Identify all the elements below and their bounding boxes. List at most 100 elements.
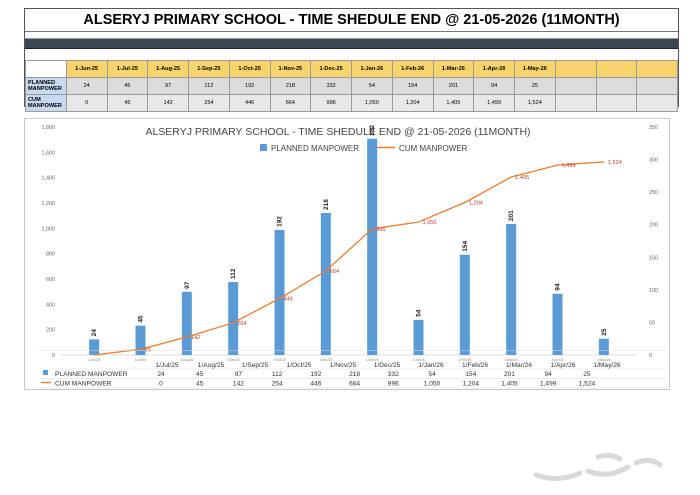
bar-planned [274,229,285,355]
data-table-header: 1/Jul/25 [155,362,178,369]
data-table-cell: 192 [310,371,321,378]
chart-area: ALSERYJ PRIMARY SCHOOL - TIME SHEDULE EN… [24,118,670,390]
x-axis-tick: 1/Jan/26 [412,358,424,362]
bar-data-label: 94 [555,283,562,291]
left-axis-tick: 800 [46,252,55,258]
table-cell: 1,524 [514,94,556,112]
bar-planned [367,138,378,355]
bar-planned [320,212,331,355]
table-cell-empty [554,77,597,95]
table-cell: 201 [432,77,475,95]
combo-chart: ALSERYJ PRIMARY SCHOOL - TIME SHEDULE EN… [39,124,667,389]
data-table-cell: 664 [349,381,360,388]
left-axis-tick: 1,800 [42,125,56,131]
data-table-header: 1/Sep/25 [242,362,269,369]
data-table-cell: 1,499 [540,381,557,388]
table-cell: 1,499 [473,94,515,112]
table-header-cell: 1-Jun-25 [65,60,108,78]
bar-data-label: 54 [416,309,423,317]
chart-title: ALSERYJ PRIMARY SCHOOL - TIME SHEDULE EN… [145,126,530,138]
line-data-label: 1,524 [608,160,622,166]
table-cell: 154 [391,77,434,95]
x-axis-tick: 1/Sep/25 [227,358,240,362]
left-axis-tick: 0 [52,353,55,359]
left-axis-tick: 600 [46,277,55,283]
table-row: CUM MANPOWER 0 45 142 254 446 664 996 1,050 1,204… [25,94,678,112]
line-data-label: 1,204 [469,200,483,206]
data-table-header: 1/Nov/25 [330,362,357,369]
table-cell-empty [595,94,638,112]
row-label: PLANNED MANPOWER [25,77,67,95]
table-cell-empty [595,77,638,95]
data-table-cell: 112 [272,371,283,378]
bar-planned [89,339,100,355]
data-table-cell: 332 [388,371,399,378]
row-label: CUM MANPOWER [25,94,67,112]
x-axis-tick: 1/May/26 [597,358,610,362]
x-axis-tick: 1/Jun/25 [88,358,100,362]
table-header-row: 1-Jun-25 1-Jul-25 1-Aug-25 1-Sep-25 1-Oct-25… [25,60,678,78]
x-axis-tick: 1/Oct/25 [273,358,285,362]
right-axis-tick: 300 [649,158,658,164]
line-data-label: 254 [237,321,246,327]
table-cell: 25 [514,77,556,95]
table-header-cell: 1-Jan-26 [351,60,393,78]
legend-label-cum: CUM MANPOWER [399,144,468,153]
left-axis-tick: 1,400 [42,176,56,182]
table-header-cell: 1-Feb-26 [391,60,434,78]
data-table-header: 1/Mar/26 [506,362,532,369]
right-axis-tick: 200 [649,223,658,229]
table-cell: 0 [65,94,108,112]
right-axis-tick: 250 [649,190,658,196]
data-table-header: 1/Jan/26 [418,362,444,369]
data-table-cell: 446 [310,381,321,388]
spreadsheet: ALSERYJ PRIMARY SCHOOL - TIME SHEDULE EN… [24,8,679,112]
data-table-cell: 45 [196,371,204,378]
data-table-cell: 1,050 [424,381,441,388]
right-axis-tick: 0 [649,353,652,359]
x-axis-tick: 1/Nov/25 [319,358,332,362]
data-table-cell: 25 [583,371,591,378]
data-table-row-label: PLANNED MANPOWER [55,371,128,378]
data-table-cell: 97 [235,371,243,378]
x-axis-tick: 1/Jul/25 [135,358,146,362]
data-table-cell: 254 [272,381,283,388]
data-table-cell: 1,524 [579,381,596,388]
bar-data-label: 25 [601,328,608,336]
table-cell: 112 [188,77,230,95]
left-axis-tick: 1,200 [42,201,56,207]
table-cell: 1,204 [391,94,434,112]
bar-planned [552,293,563,355]
table-cell-empty [636,94,678,112]
legend-bar-swatch [260,144,267,151]
bar-planned [413,319,424,355]
bar-planned [598,338,609,355]
data-table-cell: 154 [465,371,476,378]
table-cell: 45 [106,77,149,95]
table-cell: 45 [106,94,149,112]
table-cell: 1,405 [432,94,475,112]
bar-data-label: 112 [230,268,237,279]
bar-data-label: 218 [323,199,330,210]
watermark-logo [533,452,663,481]
bar-data-label: 45 [138,315,145,323]
data-table-cell: 94 [545,371,553,378]
left-axis-tick: 400 [46,302,55,308]
line-data-label: 142 [191,335,200,341]
line-data-label: 1,499 [562,163,576,169]
table-cell: 1,050 [351,94,393,112]
line-cum-manpower [94,161,604,356]
x-axis-tick: 1/Apr/26 [551,358,563,362]
table-header-cell: 1-Nov-25 [269,60,312,78]
table-header-cell-empty [554,60,597,78]
left-axis-tick: 1,000 [42,226,56,232]
x-axis-tick: 1/Feb/26 [459,358,472,362]
bar-data-label: 24 [91,329,98,337]
table-cell: 24 [65,77,108,95]
table-cell: 332 [310,77,352,95]
x-axis-tick: 1/Aug/25 [180,358,193,362]
data-table-cell: 45 [196,381,204,388]
bar-planned [228,282,239,355]
table-cell: 97 [147,77,189,95]
data-table-cell: 142 [233,381,244,388]
